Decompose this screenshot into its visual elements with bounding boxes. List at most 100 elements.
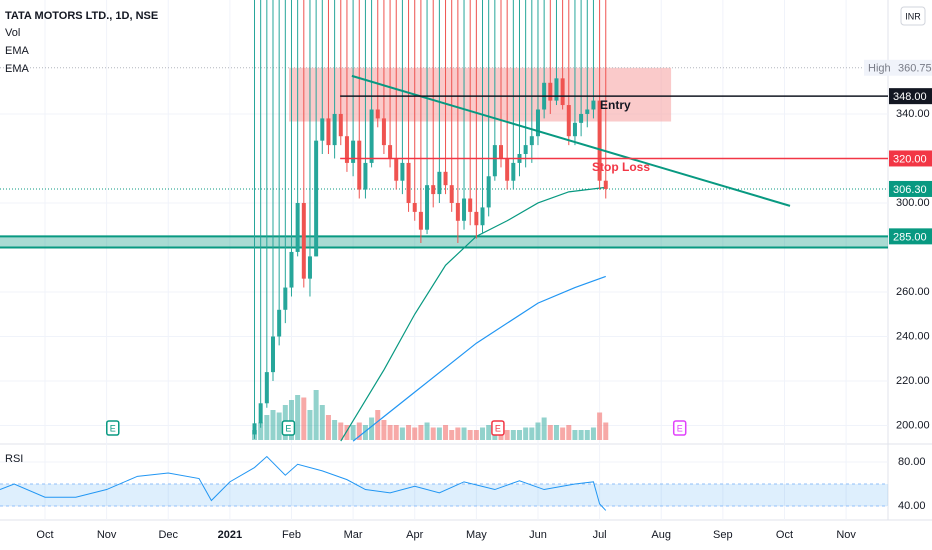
candle-body — [579, 113, 584, 123]
x-tick-label: Oct — [36, 529, 53, 541]
candle-body — [369, 109, 374, 163]
level-tag-label: 320.00 — [893, 153, 927, 165]
level-tag-label: 348.00 — [893, 91, 927, 103]
candle-body — [560, 78, 565, 106]
y-tick-label: 340.00 — [896, 108, 930, 120]
candle-body — [394, 158, 399, 181]
volume-bar — [301, 397, 307, 440]
candle-body — [449, 185, 454, 203]
candle-body — [480, 207, 485, 226]
volume-bar — [393, 425, 399, 440]
y-tick-label: 220.00 — [896, 375, 930, 387]
volume-bar — [332, 420, 338, 440]
volume-bar — [535, 422, 541, 440]
last-tag — [889, 180, 932, 197]
support-band — [0, 236, 888, 248]
x-tick-label: 2021 — [218, 529, 242, 541]
candle-body — [523, 145, 528, 155]
candle-body — [326, 118, 331, 146]
x-tick-label: Mar — [344, 529, 363, 541]
candle-body — [529, 136, 534, 146]
volume-bar — [504, 430, 510, 440]
candle-body — [425, 185, 430, 230]
x-tick-label: Jun — [529, 529, 547, 541]
volume-bar — [338, 422, 344, 440]
volume-bar — [547, 425, 553, 440]
candle-body — [258, 403, 263, 424]
indicator-name: Vol — [5, 27, 20, 39]
volume-bar — [430, 427, 436, 440]
y-tick-label: 260.00 — [896, 286, 930, 298]
earnings-marker — [106, 420, 120, 436]
volume-bar — [578, 430, 584, 440]
volume-bar — [436, 427, 442, 440]
candle-body — [357, 140, 362, 190]
candle-body — [511, 162, 516, 181]
volume-bar — [270, 410, 276, 440]
currency-box — [900, 6, 926, 26]
volume-bar — [375, 410, 381, 440]
volume-bar — [523, 427, 529, 440]
rsi-line — [0, 455, 607, 511]
candle-body — [301, 202, 306, 279]
candle-body — [320, 118, 325, 141]
earnings-label: E — [110, 423, 116, 433]
currency: INR — [905, 11, 921, 21]
volume-bar — [362, 425, 368, 440]
y-tick-label: 240.00 — [896, 330, 930, 342]
rsi-tick-label: 40.00 — [898, 500, 926, 512]
candle-body — [400, 162, 405, 181]
level-text: Stop Loss — [592, 160, 650, 174]
x-tick-label: Aug — [651, 529, 671, 541]
volume-bar — [406, 425, 412, 440]
volume-bar — [572, 430, 578, 440]
candle-body — [270, 336, 275, 373]
volume-bar — [369, 417, 375, 440]
x-tick-label: Nov — [836, 529, 856, 541]
candle-body — [431, 185, 436, 195]
last-tag-label: 306.30 — [893, 184, 927, 196]
rsi-band — [0, 484, 888, 507]
candle-body — [252, 423, 257, 435]
volume-bar — [350, 425, 356, 440]
x-tick-label: Jul — [593, 529, 607, 541]
high-tag — [864, 59, 932, 76]
candle-body — [554, 78, 559, 101]
volume-bar — [566, 425, 572, 440]
candle-body — [468, 198, 473, 212]
candle-body — [585, 109, 590, 114]
volume-bar — [387, 425, 393, 440]
trendline — [351, 74, 791, 207]
volume-bar — [399, 427, 405, 440]
volume-bar — [381, 420, 387, 440]
candle-body — [572, 122, 577, 137]
candle-body — [535, 109, 540, 137]
candle-body — [566, 105, 571, 137]
high-tag-label: High — [868, 63, 891, 75]
earnings-label: E — [677, 423, 683, 433]
y-tick-label: 200.00 — [896, 419, 930, 431]
candle-body — [492, 145, 497, 177]
candle-body — [499, 145, 504, 159]
candle-body — [474, 211, 479, 226]
earnings-label: E — [285, 423, 291, 433]
support-tag-label: 285.00 — [893, 231, 927, 243]
candle-body — [363, 162, 368, 190]
candle-body — [412, 202, 417, 212]
volume-bar — [480, 427, 486, 440]
volume-bar — [560, 427, 566, 440]
candle-body — [437, 171, 442, 195]
candle-body — [505, 158, 510, 181]
volume-bar — [449, 430, 455, 440]
volume-bar — [264, 415, 270, 440]
candle-body — [597, 100, 602, 181]
volume-bar — [344, 425, 350, 440]
candle-body — [462, 198, 467, 221]
candle-body — [418, 211, 423, 230]
candle-body — [289, 251, 294, 288]
candle-body — [344, 136, 349, 163]
x-tick-label: Feb — [282, 529, 301, 541]
volume-bar — [541, 417, 547, 440]
volume-bar — [529, 427, 535, 440]
